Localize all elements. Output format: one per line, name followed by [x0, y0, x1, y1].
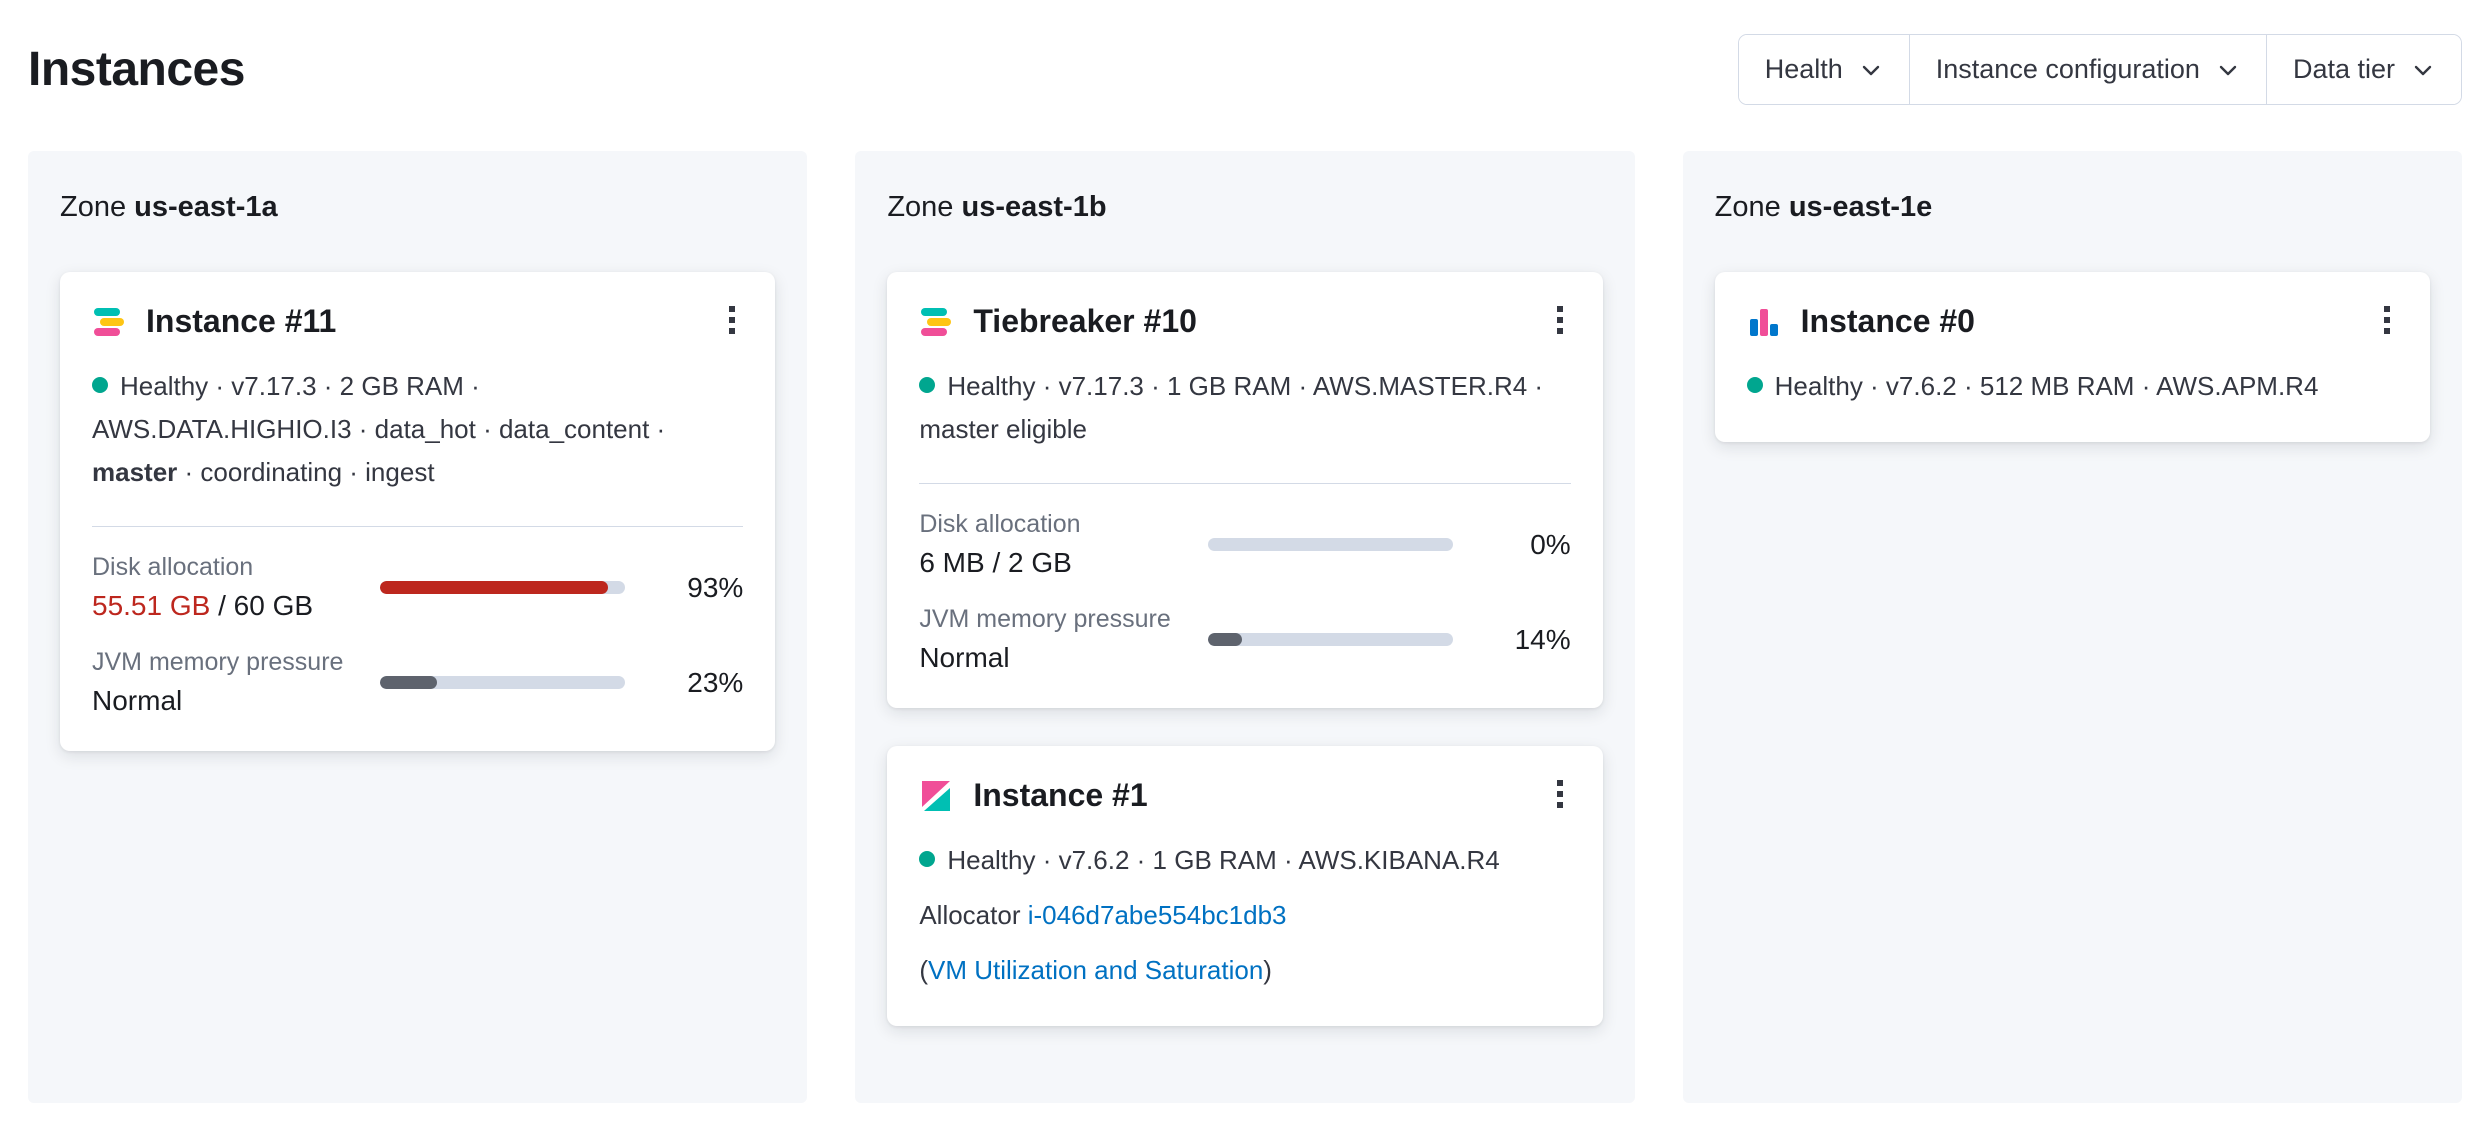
elasticsearch-icon: [94, 307, 124, 336]
instance-meta: Healthy · v7.6.2 · 1 GB RAM · AWS.KIBANA…: [919, 839, 1570, 882]
page-title: Instances: [28, 43, 245, 96]
disk-usage-bar: [1207, 538, 1453, 551]
kebab-menu-icon[interactable]: [1549, 774, 1571, 817]
instance-card-0: Instance #0 Healthy · v7.6.2 · 512 MB RA…: [1714, 272, 2430, 442]
kebab-menu-icon[interactable]: [721, 300, 743, 343]
health-status-text: Healthy: [120, 371, 209, 401]
instance-meta-text: · v7.17.3 · 1 GB RAM · AWS.MASTER.R4 · m…: [919, 371, 1544, 444]
health-status-icon: [919, 377, 936, 393]
health-status-icon: [919, 851, 936, 867]
instance-meta: Healthy · v7.17.3 · 1 GB RAM · AWS.MASTE…: [919, 365, 1570, 451]
disk-usage-percent: 93%: [687, 571, 744, 603]
filter-group: Health Instance configuration Data tier: [1737, 34, 2462, 105]
paren-close: ): [1263, 955, 1272, 985]
instance-role-master: master: [92, 457, 178, 487]
zone-label: Zone us-east-1b: [887, 191, 1602, 224]
vm-utilization-link[interactable]: VM Utilization and Saturation: [928, 955, 1264, 985]
disk-usage-bar: [380, 581, 626, 594]
jvm-usage-percent: 14%: [1514, 623, 1571, 655]
elasticsearch-icon: [921, 307, 952, 336]
card-header: Instance #1: [919, 774, 1570, 817]
instance-meta-text: · v7.6.2 · 1 GB RAM · AWS.KIBANA.R4: [1042, 845, 1500, 875]
jvm-memory-value: Normal: [919, 642, 1010, 673]
chevron-down-icon: [1862, 65, 1879, 75]
zone-name: us-east-1a: [134, 191, 278, 223]
apm-icon: [1749, 308, 1778, 336]
health-status-text: Healthy: [947, 845, 1036, 875]
instance-meta-text: · v7.6.2 · 512 MB RAM · AWS.APM.R4: [1870, 371, 2319, 401]
zone-label: Zone us-east-1a: [60, 191, 775, 224]
health-status-text: Healthy: [947, 371, 1036, 401]
allocator-label: Allocator: [919, 900, 1021, 930]
filter-data-tier-label: Data tier: [2292, 54, 2395, 84]
disk-allocation-value: 55.51 GB / 60 GB: [92, 590, 360, 622]
vm-utilization-line: (VM Utilization and Saturation): [919, 949, 1570, 992]
jvm-memory-value: Normal: [92, 685, 183, 716]
kebab-menu-icon[interactable]: [1549, 300, 1571, 343]
zone-name: us-east-1e: [1788, 191, 1933, 223]
jvm-memory-label: JVM memory pressure: [919, 605, 1171, 633]
divider: [919, 483, 1571, 484]
paren-open: (: [919, 955, 928, 985]
instance-card-11: Instance #11 Healthy · v7.17.3 · 2 GB RA…: [60, 272, 776, 751]
disk-allocation-metric: Disk allocation 55.51 GB / 60 GB 93%: [92, 553, 743, 622]
jvm-usage-percent: 23%: [687, 666, 744, 698]
allocator-id-link[interactable]: i-046d7abe554bc1db3: [1027, 900, 1287, 930]
jvm-memory-label: JVM memory pressure: [92, 648, 344, 676]
jvm-usage-bar: [1207, 633, 1453, 646]
zone-label-prefix: Zone: [60, 191, 127, 223]
chevron-down-icon: [2414, 65, 2432, 75]
jvm-usage-bar-fill: [380, 676, 437, 689]
card-header: Tiebreaker #10: [919, 300, 1570, 343]
jvm-memory-metric: JVM memory pressure Normal 23%: [92, 648, 743, 717]
card-header: Instance #0: [1747, 300, 2398, 343]
page-header: Instances Health Instance configuration …: [0, 0, 2490, 105]
filter-health-label: Health: [1764, 54, 1843, 84]
health-status-text: Healthy: [1774, 371, 1863, 401]
filter-instance-configuration[interactable]: Instance configuration: [1908, 35, 2266, 104]
instance-meta: Healthy · v7.17.3 · 2 GB RAM · AWS.DATA.…: [92, 365, 743, 494]
disk-allocation-metric: Disk allocation 6 MB / 2 GB 0%: [919, 510, 1570, 579]
disk-usage-percent: 0%: [1530, 528, 1571, 560]
disk-total-value: / 60 GB: [210, 590, 314, 621]
health-status-icon: [1746, 377, 1763, 393]
disk-allocation-value: 6 MB / 2 GB: [919, 547, 1072, 578]
disk-allocation-label: Disk allocation: [919, 510, 1081, 538]
jvm-memory-metric: JVM memory pressure Normal 14%: [919, 605, 1570, 674]
instance-title: Instance #11: [146, 303, 337, 339]
instance-meta-tail: · coordinating · ingest: [184, 457, 435, 487]
zone-us-east-1e: Zone us-east-1e Instance #0 Healthy · v7…: [1682, 151, 2462, 1103]
tiebreaker-card-10: Tiebreaker #10 Healthy · v7.17.3 · 1 GB …: [887, 272, 1603, 708]
disk-usage-bar-fill: [380, 581, 609, 594]
card-header: Instance #11: [92, 300, 743, 343]
instance-title: Instance #1: [973, 777, 1148, 813]
allocator-line: Allocator i-046d7abe554bc1db3: [919, 894, 1570, 937]
zone-name: us-east-1b: [961, 191, 1107, 223]
zone-label-prefix: Zone: [1714, 191, 1781, 223]
filter-data-tier[interactable]: Data tier: [2265, 35, 2461, 104]
zone-label-prefix: Zone: [887, 191, 954, 223]
instance-meta: Healthy · v7.6.2 · 512 MB RAM · AWS.APM.…: [1746, 365, 2398, 408]
filter-health[interactable]: Health: [1738, 35, 1909, 104]
disk-allocation-label: Disk allocation: [92, 553, 254, 581]
instance-card-1: Instance #1 Healthy · v7.6.2 · 1 GB RAM …: [887, 746, 1603, 1026]
instance-title: Instance #0: [1800, 303, 1975, 339]
kibana-icon: [922, 780, 951, 811]
jvm-usage-bar-fill: [1207, 633, 1242, 646]
zone-label: Zone us-east-1e: [1715, 191, 2430, 224]
jvm-usage-bar: [380, 676, 626, 689]
zones-container: Zone us-east-1a Instance #11 Healthy · v…: [0, 151, 2490, 1103]
zone-us-east-1a: Zone us-east-1a Instance #11 Healthy · v…: [28, 151, 808, 1103]
instance-title: Tiebreaker #10: [973, 303, 1197, 339]
chevron-down-icon: [2219, 65, 2237, 75]
disk-used-value: 55.51 GB: [92, 590, 211, 621]
health-status-icon: [92, 377, 108, 393]
filter-instance-configuration-label: Instance configuration: [1935, 54, 2200, 84]
divider: [92, 526, 744, 527]
kebab-menu-icon[interactable]: [2376, 300, 2398, 343]
zone-us-east-1b: Zone us-east-1b Tiebreaker #10 Healthy ·…: [855, 151, 1635, 1103]
instance-meta-text: · v7.17.3 · 2 GB RAM · AWS.DATA.HIGHIO.I…: [92, 371, 666, 444]
